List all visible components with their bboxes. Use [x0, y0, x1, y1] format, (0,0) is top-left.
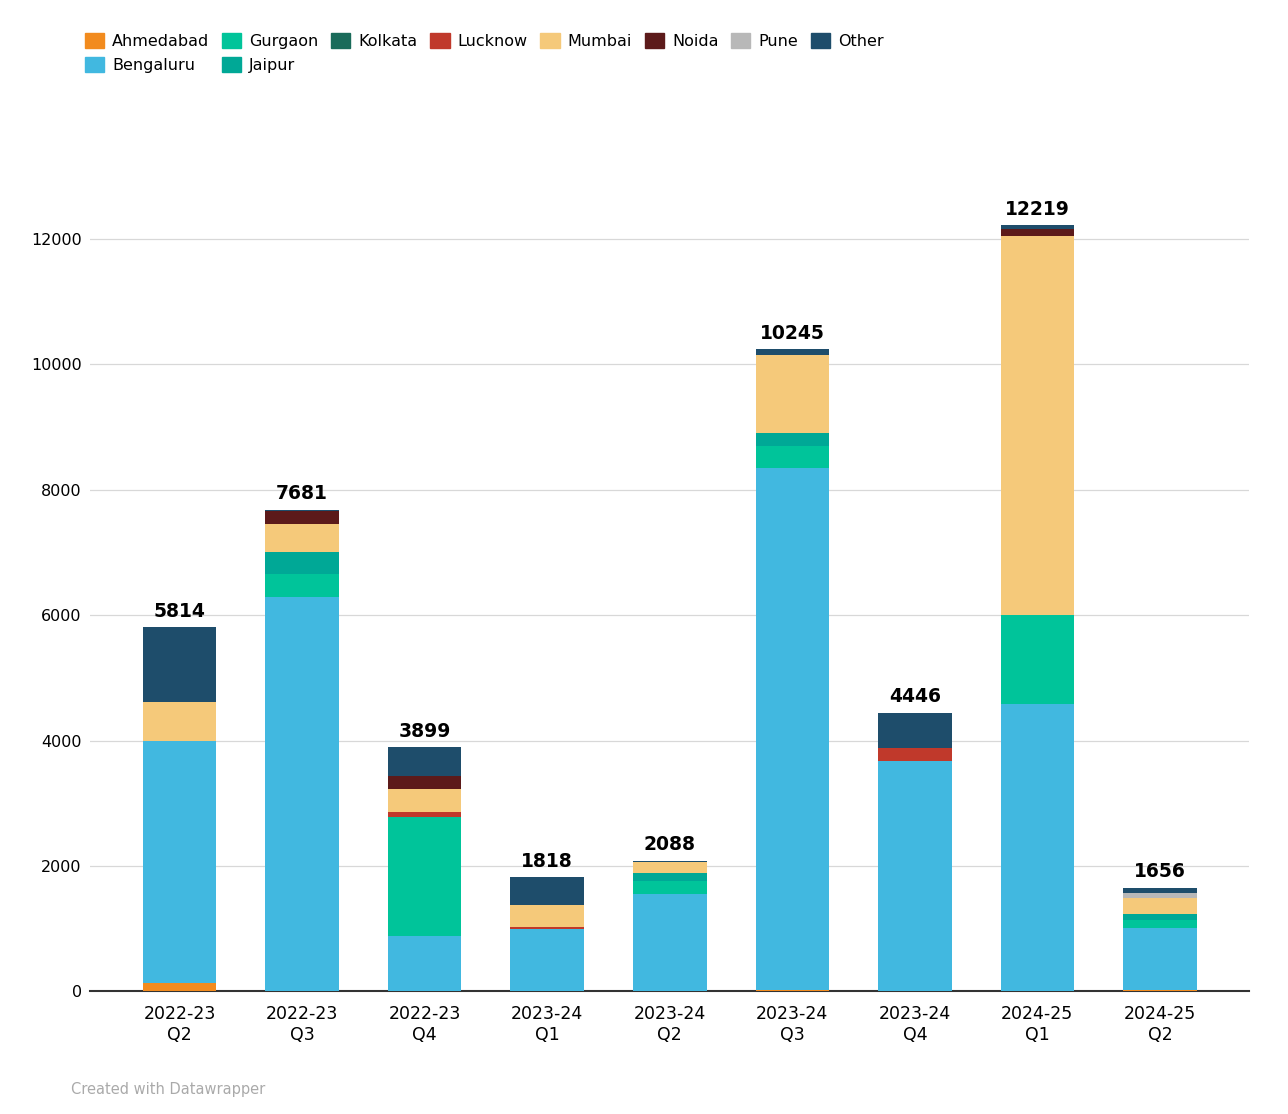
Bar [388, 776, 461, 789]
Bar [632, 881, 707, 893]
Bar [143, 627, 216, 702]
Bar [1001, 229, 1074, 236]
Legend: Ahmedabad, Bengaluru, Gurgaon, Jaipur, Kolkata, Lucknow, Mumbai, Noida, Pune, Ot: Ahmedabad, Bengaluru, Gurgaon, Jaipur, K… [79, 27, 890, 79]
Text: 7681: 7681 [276, 485, 328, 504]
Bar [756, 468, 829, 989]
Bar [632, 860, 707, 861]
Bar [756, 433, 829, 446]
Bar [1123, 989, 1197, 991]
Bar [388, 936, 461, 991]
Text: 2088: 2088 [644, 836, 696, 854]
Bar [388, 747, 461, 776]
Bar [265, 524, 339, 551]
Bar [1123, 888, 1197, 893]
Bar [1123, 898, 1197, 913]
Text: 4446: 4446 [889, 687, 940, 706]
Bar [1001, 704, 1074, 991]
Bar [388, 817, 461, 936]
Bar [878, 749, 952, 761]
Bar [1123, 928, 1197, 989]
Bar [265, 575, 339, 597]
Bar [265, 510, 339, 511]
Bar [388, 789, 461, 812]
Bar [265, 511, 339, 524]
Bar [143, 741, 216, 984]
Text: 10245: 10245 [760, 324, 824, 343]
Text: 3899: 3899 [398, 722, 451, 741]
Bar [510, 927, 583, 929]
Bar [756, 349, 829, 354]
Text: 1818: 1818 [522, 852, 573, 871]
Bar [632, 861, 707, 873]
Bar [510, 929, 583, 991]
Bar [143, 702, 216, 741]
Text: 5814: 5814 [153, 602, 206, 620]
Bar [1123, 913, 1197, 920]
Text: Created with Datawrapper: Created with Datawrapper [71, 1082, 265, 1097]
Bar [756, 989, 829, 991]
Bar [265, 597, 339, 991]
Bar [1001, 236, 1074, 615]
Bar [510, 878, 583, 905]
Bar [388, 812, 461, 817]
Bar [1001, 615, 1074, 704]
Bar [756, 446, 829, 468]
Text: 12219: 12219 [1005, 199, 1070, 218]
Bar [756, 354, 829, 433]
Bar [1123, 920, 1197, 928]
Bar [265, 551, 339, 575]
Bar [632, 893, 707, 991]
Bar [878, 761, 952, 991]
Bar [143, 984, 216, 991]
Bar [1123, 893, 1197, 898]
Bar [632, 873, 707, 881]
Bar [510, 905, 583, 927]
Text: 1656: 1656 [1133, 862, 1186, 881]
Bar [878, 713, 952, 749]
Bar [1001, 225, 1074, 229]
